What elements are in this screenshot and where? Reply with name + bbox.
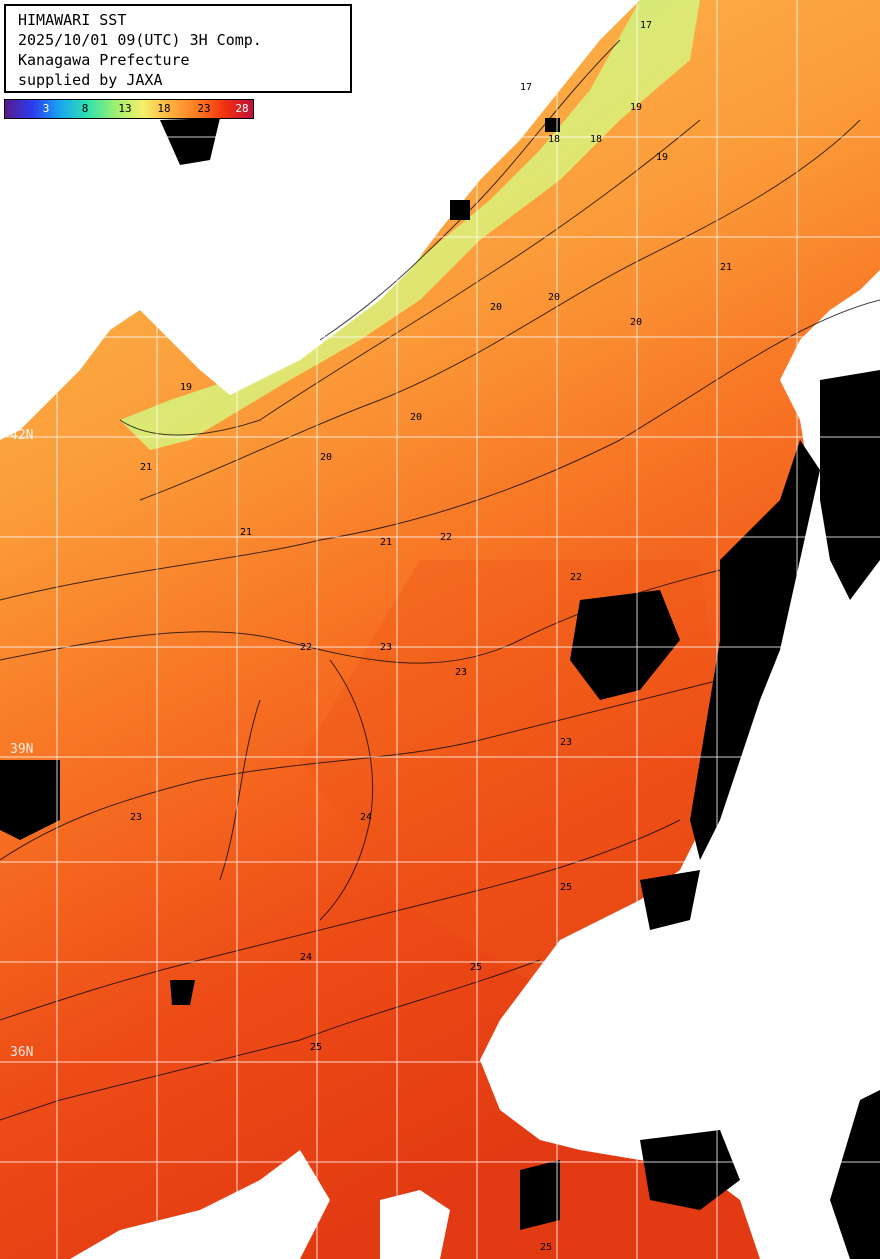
caption-credit: supplied by JAXA [18,71,163,89]
contour-label: 19 [656,152,668,163]
colorbar-tick: 23 [197,102,211,115]
contour-label: 18 [548,134,560,145]
contour-label: 23 [130,812,142,823]
south-land [70,1150,330,1259]
lat-label-36n: 36N [10,1045,34,1060]
contour-label: 23 [455,667,467,678]
caption-location: Kanagawa Prefecture [18,51,190,69]
contour-label: 20 [410,412,422,423]
contour-label: 24 [720,592,732,603]
contour-label: 22 [300,642,312,653]
cool-coastal-water [120,0,700,450]
contour-label: 21 [720,262,732,273]
contour-label: 18 [590,134,602,145]
colorbar-tick: 8 [81,102,89,115]
contour-label: 25 [310,1042,322,1053]
contour-label: 24 [300,952,312,963]
sst-colorbar-ticks: 3 8 13 18 23 28 [4,99,254,119]
contour-label: 20 [490,302,502,313]
sst-colorbar [4,99,254,119]
caption-title: HIMAWARI SST [18,11,127,29]
contour-label: 25 [470,962,482,973]
contour-label: 17 [520,82,532,93]
contour-label: 20 [630,317,642,328]
contour-label: 25 [560,882,572,893]
contour-label: 19 [630,102,642,113]
contour-label: 22 [570,572,582,583]
colorbar-tick: 3 [42,102,50,115]
contour-label: 22 [440,532,452,543]
contour-label: 17 [640,20,652,31]
colorbar-tick: 28 [235,102,249,115]
honshu-land [480,270,880,1259]
lat-label-42n: 42N [10,428,34,443]
contour-label: 21 [240,527,252,538]
contour-label: 23 [560,737,572,748]
caption-datetime: 2025/10/01 09(UTC) 3H Comp. [18,31,262,49]
colorbar-tick: 13 [118,102,132,115]
contour-label: 21 [140,462,152,473]
contour-label: 21 [380,537,392,548]
contour-label: 23 [380,642,392,653]
map-caption: HIMAWARI SST 2025/10/01 09(UTC) 3H Comp.… [4,4,352,93]
colorbar-tick: 18 [157,102,171,115]
contour-label: 25 [540,1242,552,1253]
contour-labels: 17 17 18 18 19 19 19 20 20 20 20 20 21 21 21 21 22 22 22 23… [130,20,732,1253]
cloud-mask [0,118,880,1259]
contour-label: 20 [548,292,560,303]
contour-label: 20 [320,452,332,463]
contour-label: 19 [180,382,192,393]
contour-label: 24 [360,812,372,823]
lat-label-39n: 39N [10,742,34,757]
